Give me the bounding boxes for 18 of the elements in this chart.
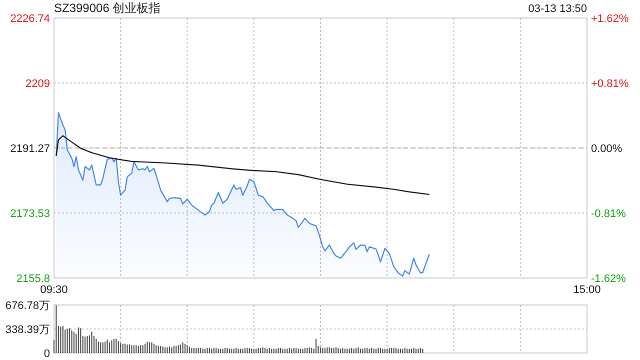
y2-tick-label: +1.62% (591, 12, 629, 25)
line-series (56, 135, 430, 196)
y-tick-label: 2191.27 (10, 142, 50, 155)
text: 03-13 13:50 (528, 3, 587, 15)
y-tick-label: 2209 (26, 78, 50, 90)
y2-tick-label: -1.62% (591, 272, 626, 285)
y-tick-label: 676.78万 (5, 300, 50, 312)
y2-tick-label: +0.81% (591, 78, 629, 90)
x-tick-label: 09:30 (40, 284, 68, 296)
y-tick-label: 2173.53 (10, 208, 50, 220)
y2-tick-label: -0.81% (591, 208, 626, 220)
y2-tick-label: 0.00% (591, 142, 622, 155)
x-tick-label: 15:00 (573, 284, 601, 296)
chart-title: SZ399006 创业板指 (54, 1, 161, 15)
y-tick-label: 2226.74 (10, 12, 50, 25)
y-tick-label: 2155.8 (16, 272, 50, 285)
y-tick-label: 338.39万 (5, 324, 50, 336)
y-tick-label: 0 (44, 348, 50, 360)
